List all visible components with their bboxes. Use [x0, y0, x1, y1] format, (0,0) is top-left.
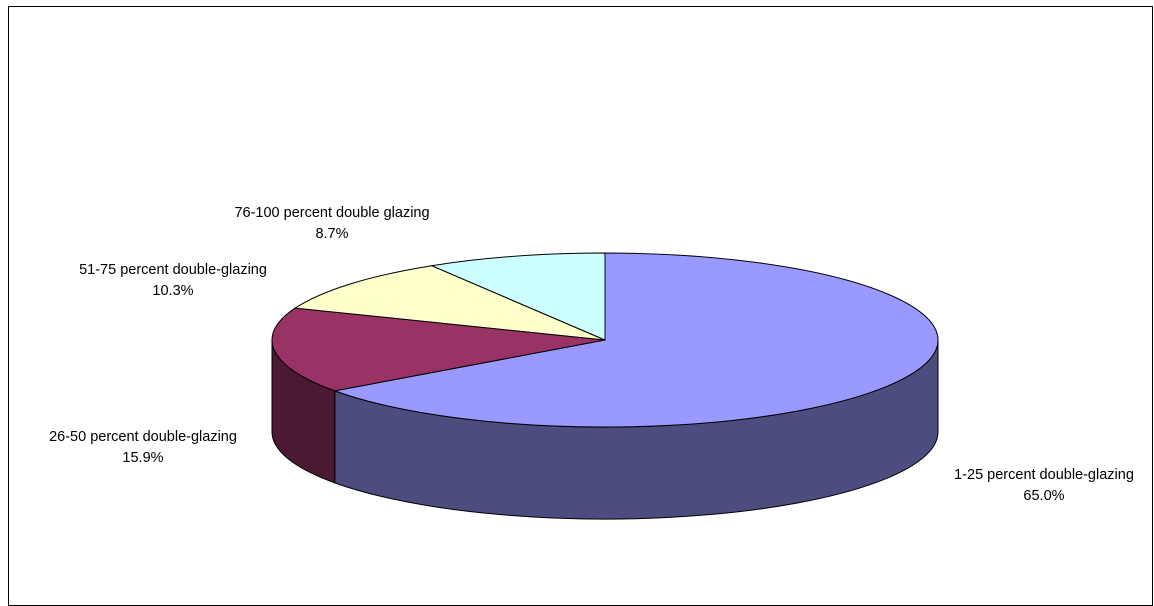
slice-label-26-50: 26-50 percent double-glazing 15.9%: [49, 427, 237, 469]
slice-label-51-75: 51-75 percent double-glazing 10.3%: [79, 260, 267, 302]
slice-label-text: 51-75 percent double-glazing: [79, 262, 267, 278]
slice-value-text: 8.7%: [315, 226, 349, 242]
slice-label-text: 1-25 percent double-glazing: [954, 467, 1134, 483]
slice-label-76-100: 76-100 percent double glazing 8.7%: [234, 203, 429, 245]
pie-slice: [429, 252, 606, 341]
slice-label-text: 76-100 percent double glazing: [234, 205, 430, 221]
slice-value-text: 65.0%: [1023, 488, 1065, 504]
pie-slice: [332, 252, 939, 428]
slice-value-text: 10.3%: [152, 283, 194, 299]
slice-label-text: 26-50 percent double-glazing: [49, 429, 237, 445]
slice-value-text: 15.9%: [122, 450, 164, 466]
slice-label-1-25: 1-25 percent double-glazing 65.0%: [954, 465, 1134, 507]
pie-slice: [271, 307, 606, 392]
pie-slice: [293, 265, 606, 341]
